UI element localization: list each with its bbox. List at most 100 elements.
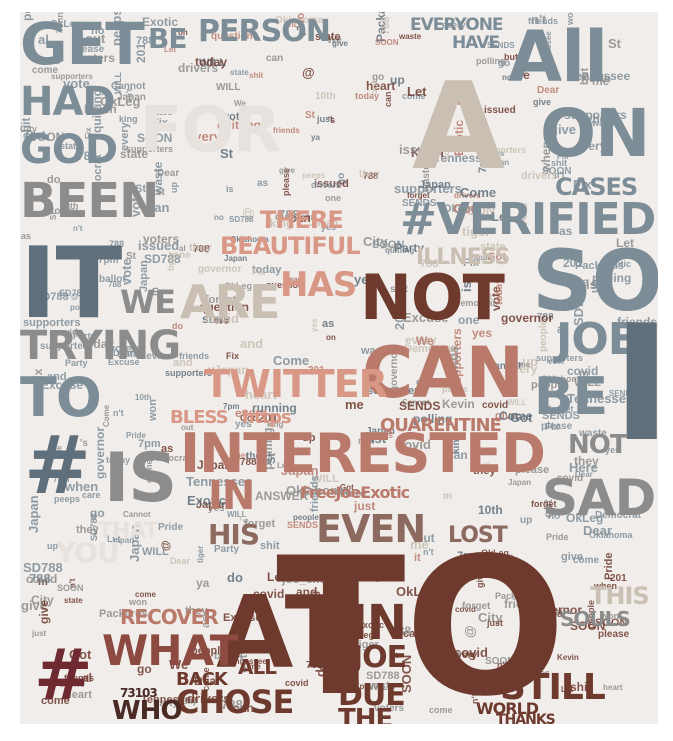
small-word: quitting bbox=[385, 246, 415, 255]
small-word: on bbox=[326, 333, 336, 342]
small-word: forget bbox=[205, 294, 237, 306]
small-word: friends bbox=[528, 16, 559, 26]
small-word: 201 bbox=[308, 365, 325, 376]
small-word: SENDS bbox=[402, 198, 437, 209]
small-word: SD788 bbox=[59, 288, 87, 298]
small-word: m bbox=[443, 491, 452, 502]
small-word: WILL bbox=[216, 82, 241, 93]
small-word: can bbox=[460, 138, 479, 150]
small-word: can bbox=[383, 91, 393, 107]
small-word: 788 bbox=[380, 16, 392, 35]
small-word: SENDS bbox=[487, 41, 515, 50]
small-word: drivers bbox=[454, 191, 481, 200]
small-word: n't bbox=[531, 12, 547, 27]
small-word: they bbox=[574, 454, 599, 468]
small-word: al bbox=[557, 322, 568, 336]
small-word: won bbox=[129, 597, 147, 607]
word-trying: TRYING bbox=[20, 323, 181, 369]
small-word: me bbox=[345, 397, 364, 412]
small-word: Dear bbox=[328, 632, 355, 646]
small-word: governor bbox=[198, 264, 242, 275]
small-word: al bbox=[434, 135, 443, 146]
small-word: up bbox=[169, 182, 179, 193]
small-word: 's bbox=[239, 514, 250, 529]
small-word: 10th bbox=[478, 503, 503, 517]
small-word: tiger bbox=[355, 639, 379, 651]
small-word: Packards bbox=[495, 591, 536, 601]
word-interested: INTERESTED bbox=[180, 422, 546, 485]
small-word: one bbox=[458, 313, 480, 327]
small-word: Japan bbox=[419, 179, 451, 191]
small-word: Here bbox=[340, 486, 367, 500]
word-world: WORLD bbox=[476, 699, 539, 718]
small-word: n't bbox=[73, 224, 83, 233]
small-word: Kevin bbox=[139, 351, 167, 362]
small-word: Kevin bbox=[442, 397, 475, 411]
small-word: St bbox=[608, 36, 621, 51]
small-word: come bbox=[135, 590, 156, 599]
small-word: We bbox=[214, 316, 229, 327]
small-word: Japan bbox=[196, 499, 228, 511]
small-word: 201 bbox=[610, 573, 627, 584]
small-word: 788 bbox=[29, 571, 51, 586]
word-be: BE bbox=[148, 22, 187, 55]
small-word: up bbox=[520, 515, 533, 526]
small-word: they bbox=[359, 169, 380, 180]
small-word: one bbox=[325, 193, 342, 203]
small-word: heart bbox=[366, 79, 396, 93]
word-everyone: EVERYONE bbox=[410, 15, 504, 35]
word-at: AT bbox=[216, 574, 353, 691]
word-hash: # bbox=[34, 634, 93, 716]
small-word: Dear bbox=[583, 523, 612, 538]
small-word: Cannot bbox=[402, 398, 430, 407]
small-word: Oklahoma bbox=[275, 15, 324, 26]
small-word: issued bbox=[314, 178, 349, 190]
small-word: yes bbox=[354, 272, 376, 287]
small-word: vote bbox=[223, 111, 246, 123]
small-word: ANSWER bbox=[255, 489, 309, 503]
small-word: state bbox=[117, 349, 139, 359]
small-word: SD788 bbox=[366, 670, 400, 682]
small-word: question bbox=[199, 300, 249, 314]
small-word: 's bbox=[409, 441, 419, 455]
small-word: Got bbox=[240, 413, 256, 423]
word-quarentine: QUARENTINE bbox=[380, 415, 502, 436]
small-word: Democrat bbox=[595, 510, 642, 521]
small-word: We bbox=[169, 657, 189, 672]
small-word: give bbox=[37, 599, 51, 624]
small-word: every bbox=[405, 333, 437, 347]
word-back: BACK bbox=[176, 669, 228, 690]
small-word: do bbox=[530, 617, 541, 627]
small-word: they bbox=[189, 242, 212, 254]
small-word: 7pm bbox=[53, 475, 70, 484]
small-word: Let bbox=[277, 461, 289, 470]
word-on: ON bbox=[540, 95, 650, 172]
small-word: tiger bbox=[462, 224, 491, 239]
small-word: al bbox=[82, 671, 93, 685]
word-i-big: I bbox=[612, 290, 658, 477]
small-word: 's bbox=[466, 649, 476, 663]
word-person: PERSON bbox=[198, 14, 331, 49]
small-word: won bbox=[147, 399, 159, 421]
small-word: Got bbox=[69, 647, 92, 662]
small-word: yes bbox=[321, 222, 337, 232]
small-word: state bbox=[230, 68, 249, 77]
word-all2: ALL bbox=[238, 655, 277, 679]
small-word: state bbox=[315, 31, 341, 43]
word-a-big: A bbox=[412, 58, 505, 197]
small-word: shit bbox=[260, 540, 280, 552]
small-word: it bbox=[469, 103, 475, 113]
small-word: Pride bbox=[546, 532, 569, 542]
small-word: they bbox=[185, 605, 208, 617]
small-word: covid bbox=[26, 572, 58, 586]
small-word: SENDS bbox=[287, 520, 319, 530]
small-word: no bbox=[214, 213, 224, 222]
small-word: polling bbox=[70, 303, 97, 312]
small-word: Cannot bbox=[123, 510, 151, 519]
small-word: and bbox=[296, 585, 318, 599]
small-word: Japan bbox=[486, 158, 510, 167]
word-we: WE bbox=[120, 283, 176, 321]
small-word: We bbox=[384, 243, 399, 254]
small-word: Party bbox=[153, 698, 179, 709]
small-word: waste bbox=[535, 607, 563, 618]
